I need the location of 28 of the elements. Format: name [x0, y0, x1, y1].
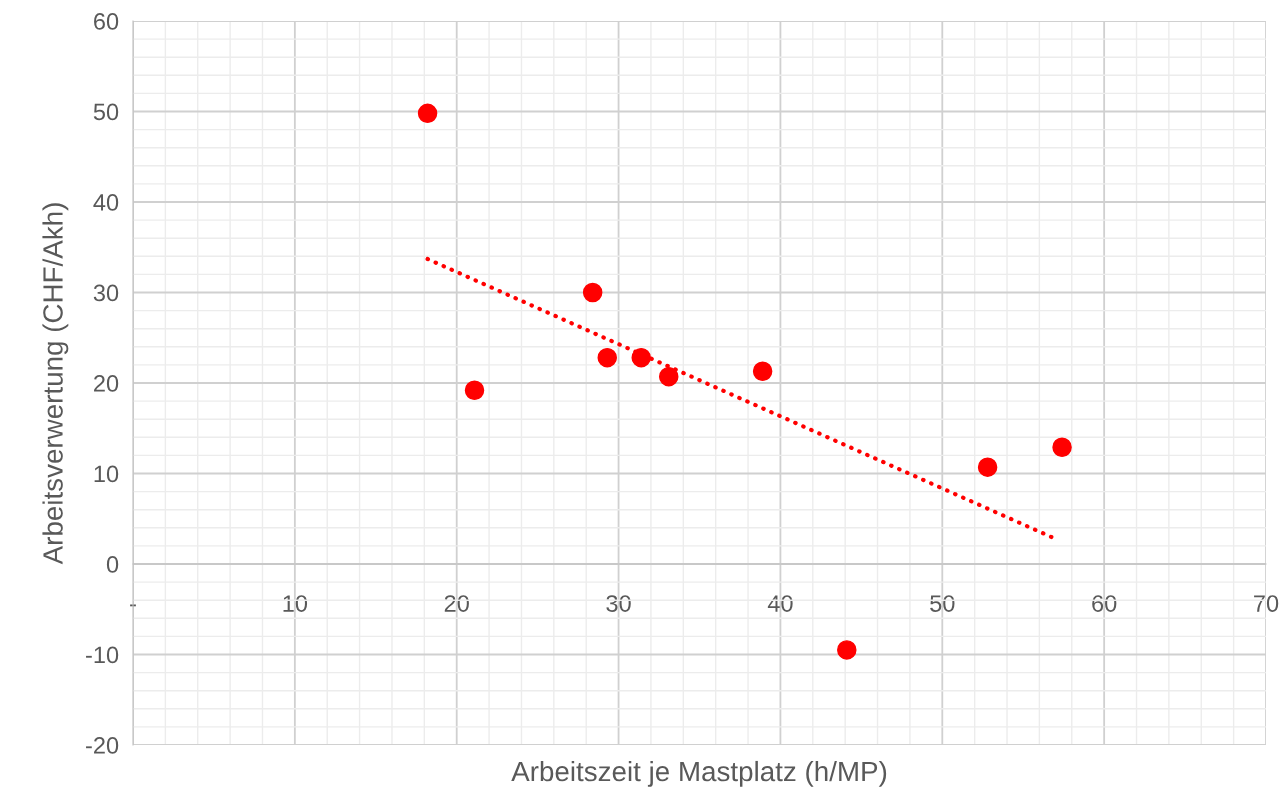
- point: [1052, 437, 1072, 458]
- x-tick-label: 30: [606, 595, 631, 612]
- x-tick-label: -: [130, 604, 136, 607]
- y-tick-label: 30: [93, 284, 119, 302]
- point: [977, 457, 998, 477]
- y-tick-label: 20: [94, 375, 119, 392]
- x-tick-label: 20: [444, 595, 469, 612]
- y-tick-label: 0: [106, 556, 119, 573]
- x-axis-title: Arbeitszeit je Mastplatz (h/MP): [511, 760, 887, 787]
- point: [658, 366, 679, 387]
- x-tick-label: 10: [283, 595, 308, 612]
- y-tick-label: 10: [94, 465, 119, 483]
- y-tick-label: -20: [86, 737, 119, 754]
- y-tick-label: 60: [94, 13, 119, 30]
- x-tick-label: 70: [1254, 595, 1279, 612]
- point: [417, 103, 438, 124]
- point: [597, 347, 617, 368]
- x-tick-label: 60: [1092, 595, 1117, 612]
- x-tick-label: 50: [930, 595, 955, 612]
- y-tick-label: 40: [93, 194, 119, 211]
- point: [837, 640, 857, 660]
- y-axis-title: Arbeitsverwertung (CHF/Akh): [42, 203, 69, 565]
- y-tick-label: 50: [93, 103, 119, 121]
- y-tick-label: -10: [86, 646, 119, 664]
- point: [631, 347, 651, 368]
- point: [752, 361, 773, 381]
- point: [582, 282, 603, 303]
- point: [464, 380, 485, 400]
